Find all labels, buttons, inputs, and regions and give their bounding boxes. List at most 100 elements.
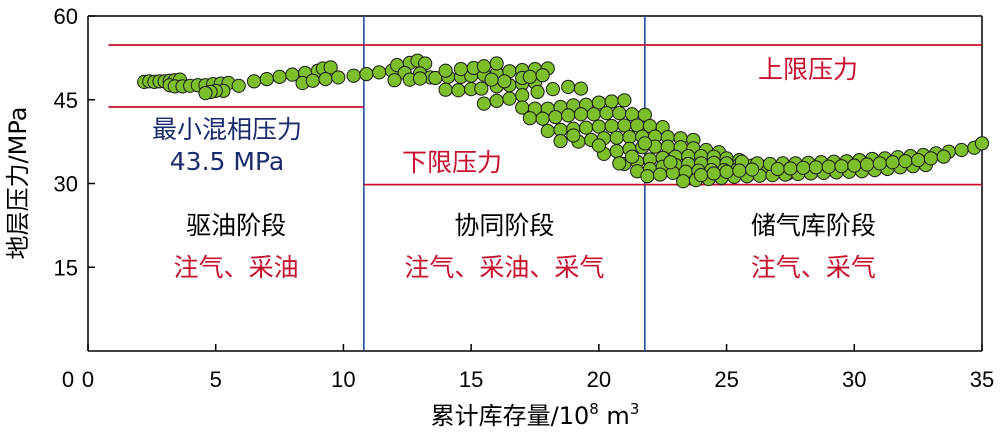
data-point bbox=[372, 65, 387, 80]
data-point bbox=[872, 156, 887, 171]
data-point bbox=[545, 82, 560, 97]
data-point bbox=[522, 111, 537, 126]
data-point bbox=[640, 169, 655, 184]
data-point bbox=[497, 74, 512, 89]
data-point bbox=[591, 119, 606, 134]
data-point bbox=[438, 82, 453, 97]
data-point bbox=[604, 94, 619, 109]
data-point bbox=[387, 73, 402, 88]
data-point bbox=[515, 88, 530, 103]
data-point bbox=[476, 96, 492, 111]
x-tick-label: 30 bbox=[842, 367, 866, 392]
x-axis-label-main: 累计库存量/10 bbox=[431, 402, 590, 430]
x-axis-label: 累计库存量/108 m3 bbox=[431, 400, 640, 430]
data-point bbox=[553, 133, 568, 149]
y-tick-label: 60 bbox=[54, 4, 78, 29]
data-point bbox=[954, 142, 969, 158]
data-point bbox=[231, 78, 246, 93]
data-point bbox=[796, 160, 811, 175]
data-point bbox=[609, 130, 624, 145]
data-point bbox=[522, 69, 537, 84]
stage-name: 驱油阶段 bbox=[186, 211, 286, 240]
x-tick-label: 25 bbox=[714, 367, 738, 392]
data-point bbox=[453, 61, 469, 77]
data-point bbox=[530, 84, 545, 100]
data-point bbox=[451, 83, 466, 98]
data-point bbox=[259, 71, 274, 87]
axis-ticks: 0 5 10 15 20 25 30 35 0 15 30 45 60 bbox=[54, 4, 995, 392]
data-point bbox=[612, 106, 627, 121]
x-axis-label-exp: 8 bbox=[589, 400, 599, 418]
min-miscible-value: 43.5 MPa bbox=[170, 147, 284, 176]
data-point bbox=[573, 81, 589, 96]
data-point bbox=[821, 159, 836, 174]
data-point bbox=[834, 159, 849, 174]
stage-operations: 注气、采油、采气 bbox=[404, 253, 604, 282]
data-point bbox=[770, 161, 785, 177]
data-point bbox=[566, 128, 581, 143]
data-point bbox=[653, 167, 668, 182]
data-point bbox=[323, 60, 338, 75]
data-point bbox=[637, 136, 652, 151]
data-points bbox=[137, 53, 990, 189]
data-point bbox=[706, 166, 721, 181]
data-point bbox=[578, 120, 594, 135]
data-point bbox=[540, 123, 555, 139]
data-point bbox=[561, 108, 576, 123]
lower-limit-label: 下限压力 bbox=[402, 148, 502, 177]
y-axis-label: 地层压力/MPa bbox=[4, 107, 32, 260]
data-point bbox=[591, 138, 606, 153]
data-point bbox=[936, 149, 951, 164]
data-point bbox=[783, 161, 798, 176]
data-point bbox=[476, 59, 492, 74]
x-tick-label: 15 bbox=[459, 367, 483, 392]
min-miscible-label: 最小混相压力 bbox=[152, 115, 302, 144]
data-point bbox=[808, 160, 824, 175]
x-tick-label: 35 bbox=[970, 367, 994, 392]
data-point bbox=[438, 63, 453, 78]
stage-name: 储气库阶段 bbox=[751, 211, 876, 240]
data-point bbox=[719, 164, 734, 179]
data-point bbox=[535, 68, 550, 83]
data-point bbox=[604, 118, 619, 134]
y-tick-label: 45 bbox=[54, 88, 78, 113]
y-tick-label: 0 bbox=[62, 367, 74, 392]
x-tick-label: 0 bbox=[82, 367, 94, 392]
data-point bbox=[612, 156, 627, 171]
data-point bbox=[622, 130, 637, 145]
data-point bbox=[599, 106, 614, 121]
x-tick-label: 20 bbox=[587, 367, 611, 392]
x-tick-label: 10 bbox=[331, 367, 355, 392]
data-point bbox=[246, 74, 262, 89]
data-point bbox=[617, 93, 632, 108]
data-point bbox=[847, 158, 862, 173]
data-point bbox=[561, 79, 576, 95]
data-point bbox=[676, 174, 691, 189]
data-point bbox=[923, 151, 939, 166]
data-point bbox=[484, 72, 499, 87]
data-point bbox=[305, 73, 320, 88]
data-point bbox=[535, 111, 550, 126]
data-point bbox=[331, 70, 346, 85]
x-tick-label: 5 bbox=[210, 367, 222, 392]
data-point bbox=[859, 157, 875, 172]
data-point bbox=[412, 71, 428, 86]
data-point bbox=[745, 162, 760, 177]
data-point bbox=[502, 91, 517, 106]
data-point bbox=[359, 66, 374, 82]
reference-lines bbox=[108, 44, 982, 186]
data-point bbox=[609, 144, 624, 159]
data-point bbox=[573, 107, 589, 122]
data-point bbox=[911, 152, 926, 168]
data-point bbox=[974, 136, 990, 151]
data-point bbox=[198, 85, 213, 101]
y-tick-label: 30 bbox=[54, 172, 78, 197]
data-point bbox=[318, 71, 333, 87]
x-axis-label-unit: m bbox=[599, 402, 630, 430]
stage-operations: 注气、采气 bbox=[751, 253, 876, 282]
data-point bbox=[732, 163, 747, 178]
data-point bbox=[346, 68, 361, 83]
data-point bbox=[898, 154, 913, 169]
